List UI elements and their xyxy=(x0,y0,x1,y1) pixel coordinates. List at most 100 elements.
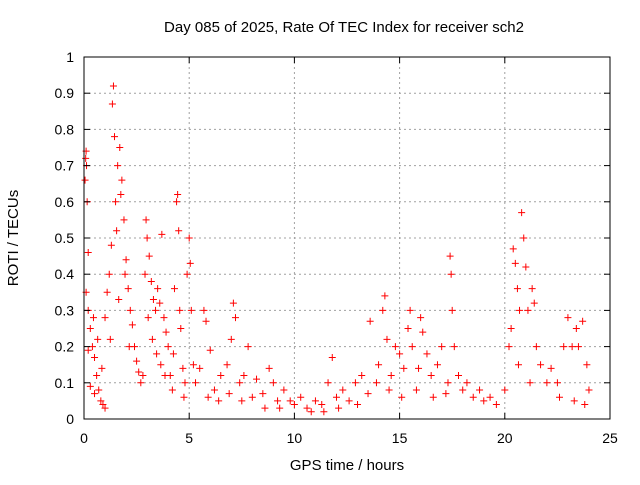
data-point xyxy=(124,285,132,293)
data-point xyxy=(568,343,576,351)
data-point xyxy=(290,401,298,409)
data-point xyxy=(180,393,188,401)
data-point xyxy=(91,390,99,398)
data-point xyxy=(217,372,225,380)
y-tick-label: 0.9 xyxy=(55,85,75,101)
data-point xyxy=(514,361,522,369)
data-point xyxy=(210,386,218,394)
data-point xyxy=(318,401,326,409)
data-point xyxy=(406,306,414,314)
data-point xyxy=(320,408,328,416)
data-point xyxy=(574,343,582,351)
y-tick-label: 0 xyxy=(66,411,74,427)
data-point xyxy=(135,368,143,376)
data-point xyxy=(113,227,121,235)
data-point xyxy=(112,198,120,206)
data-point xyxy=(364,390,372,398)
data-point xyxy=(114,162,122,170)
data-point xyxy=(524,306,532,314)
data-point xyxy=(448,306,456,314)
data-point xyxy=(130,343,138,351)
data-point xyxy=(177,325,185,332)
data-point xyxy=(120,216,128,224)
data-point xyxy=(556,393,564,401)
data-point xyxy=(88,343,96,351)
data-point xyxy=(423,350,431,358)
data-point xyxy=(438,343,446,351)
data-point xyxy=(227,335,235,343)
data-point xyxy=(160,314,168,322)
data-point xyxy=(328,353,336,361)
data-point xyxy=(154,285,162,293)
data-point xyxy=(101,314,109,322)
data-point xyxy=(97,397,105,405)
data-point xyxy=(345,397,353,405)
data-point xyxy=(162,328,170,336)
data-point xyxy=(572,325,580,332)
data-point xyxy=(244,343,252,351)
data-point xyxy=(509,245,517,253)
data-point xyxy=(261,404,269,412)
x-tick-label: 25 xyxy=(602,430,618,446)
data-point xyxy=(579,317,587,325)
data-point xyxy=(522,263,530,271)
data-point xyxy=(354,401,362,409)
data-point xyxy=(142,216,150,224)
data-point xyxy=(93,372,101,380)
data-point xyxy=(396,350,404,358)
data-point xyxy=(133,357,141,365)
data-point xyxy=(303,404,311,412)
data-point xyxy=(404,325,412,332)
data-point xyxy=(238,397,246,405)
y-tick-label: 0.2 xyxy=(55,339,75,355)
data-point xyxy=(143,234,151,242)
data-point xyxy=(530,299,538,307)
data-point xyxy=(459,386,467,394)
data-point xyxy=(101,404,109,412)
data-point xyxy=(427,372,435,380)
data-point xyxy=(185,234,193,242)
data-point xyxy=(164,343,172,351)
data-point xyxy=(168,386,176,394)
data-point xyxy=(417,314,425,322)
data-point xyxy=(236,379,244,387)
data-point xyxy=(153,350,161,358)
data-point xyxy=(122,256,130,264)
x-tick-label: 10 xyxy=(287,430,303,446)
data-point xyxy=(511,259,519,267)
data-point xyxy=(383,335,391,343)
y-tick-label: 0.7 xyxy=(55,158,75,174)
data-point xyxy=(528,285,536,293)
data-point xyxy=(307,408,315,416)
data-point xyxy=(351,379,359,387)
data-point xyxy=(128,321,136,329)
data-point xyxy=(81,176,89,184)
data-point xyxy=(240,372,248,380)
data-point xyxy=(339,386,347,394)
data-point xyxy=(516,306,524,314)
data-point xyxy=(415,364,423,372)
data-point xyxy=(176,306,184,314)
data-point xyxy=(189,361,197,369)
data-point xyxy=(107,241,115,249)
data-point xyxy=(152,306,160,314)
data-point xyxy=(274,397,282,405)
data-point xyxy=(381,292,389,300)
x-tick-label: 20 xyxy=(497,430,513,446)
data-point xyxy=(145,252,153,260)
x-tick-label: 15 xyxy=(392,430,408,446)
data-point xyxy=(520,234,528,242)
x-tick-label: 5 xyxy=(185,430,193,446)
y-tick-label: 0.6 xyxy=(55,194,75,210)
data-point xyxy=(223,361,231,369)
data-point xyxy=(265,364,273,372)
data-point xyxy=(585,386,593,394)
data-point xyxy=(98,364,106,372)
data-point xyxy=(537,361,545,369)
data-point xyxy=(117,191,125,199)
y-tick-label: 0.1 xyxy=(55,375,75,391)
data-point xyxy=(175,227,183,235)
y-tick-label: 0.5 xyxy=(55,230,75,246)
data-point xyxy=(115,296,123,304)
data-point xyxy=(144,314,152,322)
